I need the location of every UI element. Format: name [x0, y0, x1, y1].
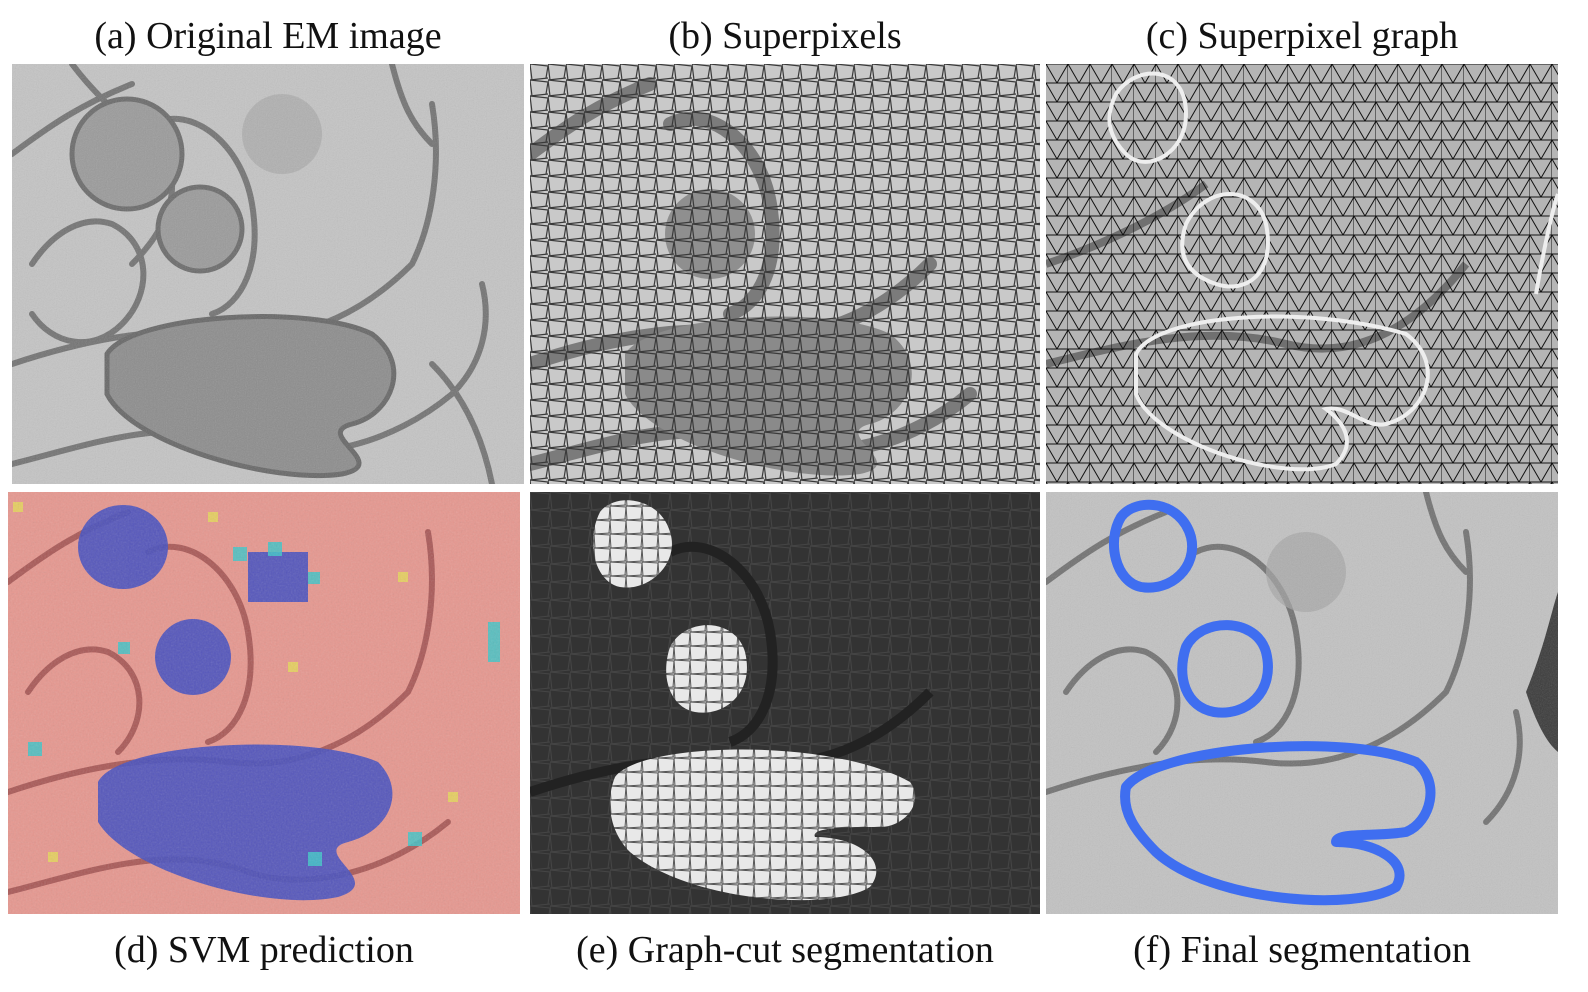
outline-1 — [1108, 499, 1198, 593]
graph-highlight-boundaries — [1107, 71, 1558, 472]
panel-svm-prediction — [8, 492, 520, 914]
caption-f: (f) Final segmentation — [1133, 929, 1471, 971]
superpixel-image — [530, 64, 1040, 484]
panel-superpixel-graph — [1046, 64, 1558, 484]
panel-original-em-image — [12, 64, 524, 484]
final-segmentation-image — [1046, 492, 1558, 914]
panel-final-segmentation — [1046, 492, 1558, 914]
superpixel-graph-image — [1046, 64, 1558, 484]
graph-cut-image — [530, 492, 1040, 914]
segment-1 — [592, 500, 672, 588]
em-image — [12, 64, 524, 484]
panel-graph-cut-segmentation — [530, 492, 1040, 914]
outline-3 — [1120, 741, 1436, 906]
caption-c: (c) Superpixel graph — [1145, 15, 1459, 57]
final-segmentation-outlines — [1108, 499, 1436, 906]
caption-a: (a) Original EM image — [94, 15, 442, 57]
segment-2 — [666, 625, 747, 713]
caption-d: (d) SVM prediction — [114, 929, 414, 971]
outline-2 — [1177, 620, 1273, 718]
segment-3 — [610, 749, 916, 901]
caption-e: (e) Graph-cut segmentation — [576, 929, 994, 971]
svm-prediction-image — [8, 492, 520, 914]
panel-superpixels — [530, 64, 1040, 484]
caption-b: (b) Superpixels — [668, 15, 902, 57]
